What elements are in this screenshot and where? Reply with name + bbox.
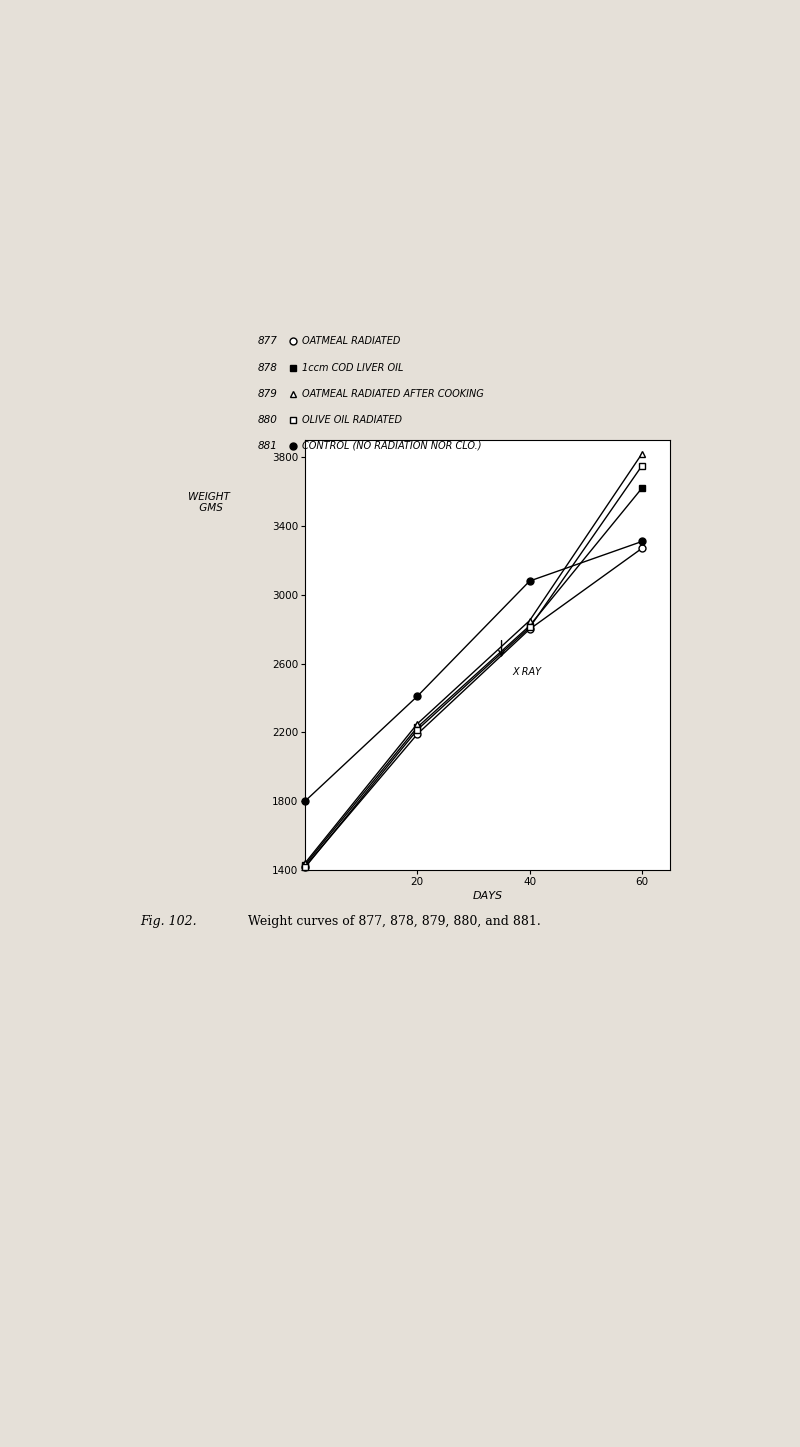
Text: Weight curves of 877, 878, 879, 880, and 881.: Weight curves of 877, 878, 879, 880, and… — [248, 915, 541, 928]
Text: X RAY: X RAY — [513, 667, 542, 677]
Text: 881: 881 — [258, 441, 278, 450]
Text: 879: 879 — [258, 389, 278, 398]
Text: Fig. 102.: Fig. 102. — [140, 915, 197, 928]
Text: OATMEAL RADIATED AFTER COOKING: OATMEAL RADIATED AFTER COOKING — [302, 389, 484, 398]
Text: WEIGHT
 GMS: WEIGHT GMS — [188, 492, 230, 514]
Text: 880: 880 — [258, 415, 278, 424]
X-axis label: DAYS: DAYS — [473, 891, 502, 901]
Text: OLIVE OIL RADIATED: OLIVE OIL RADIATED — [302, 415, 402, 424]
Text: 1ccm COD LIVER OIL: 1ccm COD LIVER OIL — [302, 363, 404, 372]
Text: CONTROL (NO RADIATION NOR CLO.): CONTROL (NO RADIATION NOR CLO.) — [302, 441, 482, 450]
Text: 877: 877 — [258, 337, 278, 346]
Text: OATMEAL RADIATED: OATMEAL RADIATED — [302, 337, 401, 346]
Text: 878: 878 — [258, 363, 278, 372]
